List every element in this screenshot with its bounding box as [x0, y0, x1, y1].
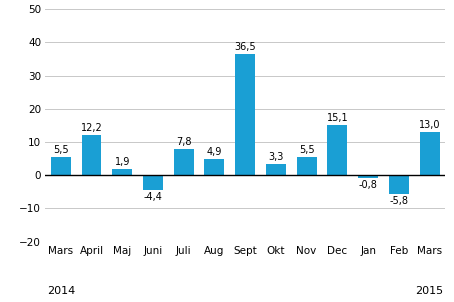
- Text: 4,9: 4,9: [207, 147, 222, 157]
- Text: 2014: 2014: [47, 286, 75, 296]
- Text: -4,4: -4,4: [143, 192, 163, 202]
- Bar: [358, 175, 378, 178]
- Bar: [204, 159, 224, 175]
- Text: 1,9: 1,9: [114, 157, 130, 167]
- Bar: [112, 169, 132, 175]
- Text: 5,5: 5,5: [53, 145, 69, 155]
- Text: -5,8: -5,8: [390, 196, 408, 207]
- Text: 13,0: 13,0: [419, 120, 440, 130]
- Text: 12,2: 12,2: [81, 123, 102, 133]
- Bar: [389, 175, 409, 194]
- Bar: [235, 54, 255, 175]
- Bar: [143, 175, 163, 190]
- Text: 5,5: 5,5: [299, 145, 315, 155]
- Bar: [266, 164, 286, 175]
- Bar: [296, 157, 316, 175]
- Text: -0,8: -0,8: [359, 180, 378, 190]
- Bar: [327, 125, 347, 175]
- Bar: [51, 157, 71, 175]
- Bar: [174, 149, 194, 175]
- Text: 7,8: 7,8: [176, 137, 192, 147]
- Bar: [419, 132, 439, 175]
- Text: 36,5: 36,5: [234, 42, 256, 52]
- Text: 15,1: 15,1: [326, 113, 348, 123]
- Bar: [82, 135, 102, 175]
- Text: 3,3: 3,3: [268, 152, 284, 162]
- Text: 2015: 2015: [415, 286, 444, 296]
